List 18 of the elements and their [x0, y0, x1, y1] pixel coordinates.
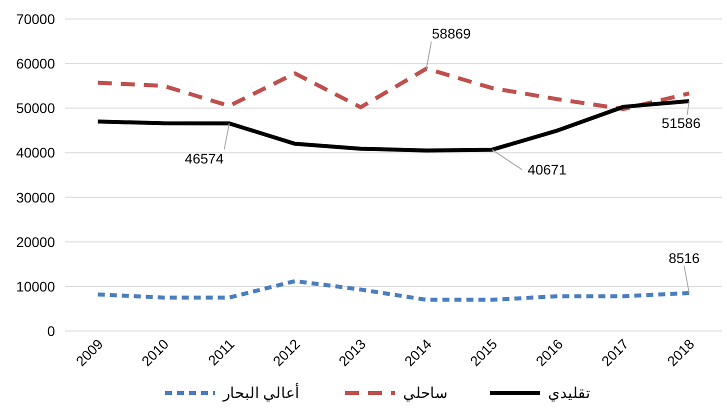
data-label: 40671 [528, 162, 567, 178]
y-tick-label: 10000 [16, 278, 56, 294]
y-tick-label: 70000 [16, 11, 56, 27]
y-tick-label: 40000 [16, 144, 56, 161]
line-series [96, 66, 692, 112]
y-tick-label: 50000 [16, 100, 56, 116]
legend-label: تقليدي [548, 385, 590, 402]
legend-label: ساحلي [403, 385, 448, 402]
data-label: 51586 [662, 115, 701, 132]
data-label: 58869 [432, 26, 472, 42]
line-series [96, 279, 692, 302]
y-tick-label: 30000 [16, 189, 56, 206]
data-label: 8516 [668, 250, 700, 266]
legend-label: أعالي البحار [222, 383, 300, 402]
y-tick-label: 60000 [16, 56, 56, 72]
data-label: 46574 [184, 150, 224, 166]
y-tick-label: 20000 [16, 234, 56, 250]
y-tick-label: 0 [47, 323, 56, 339]
